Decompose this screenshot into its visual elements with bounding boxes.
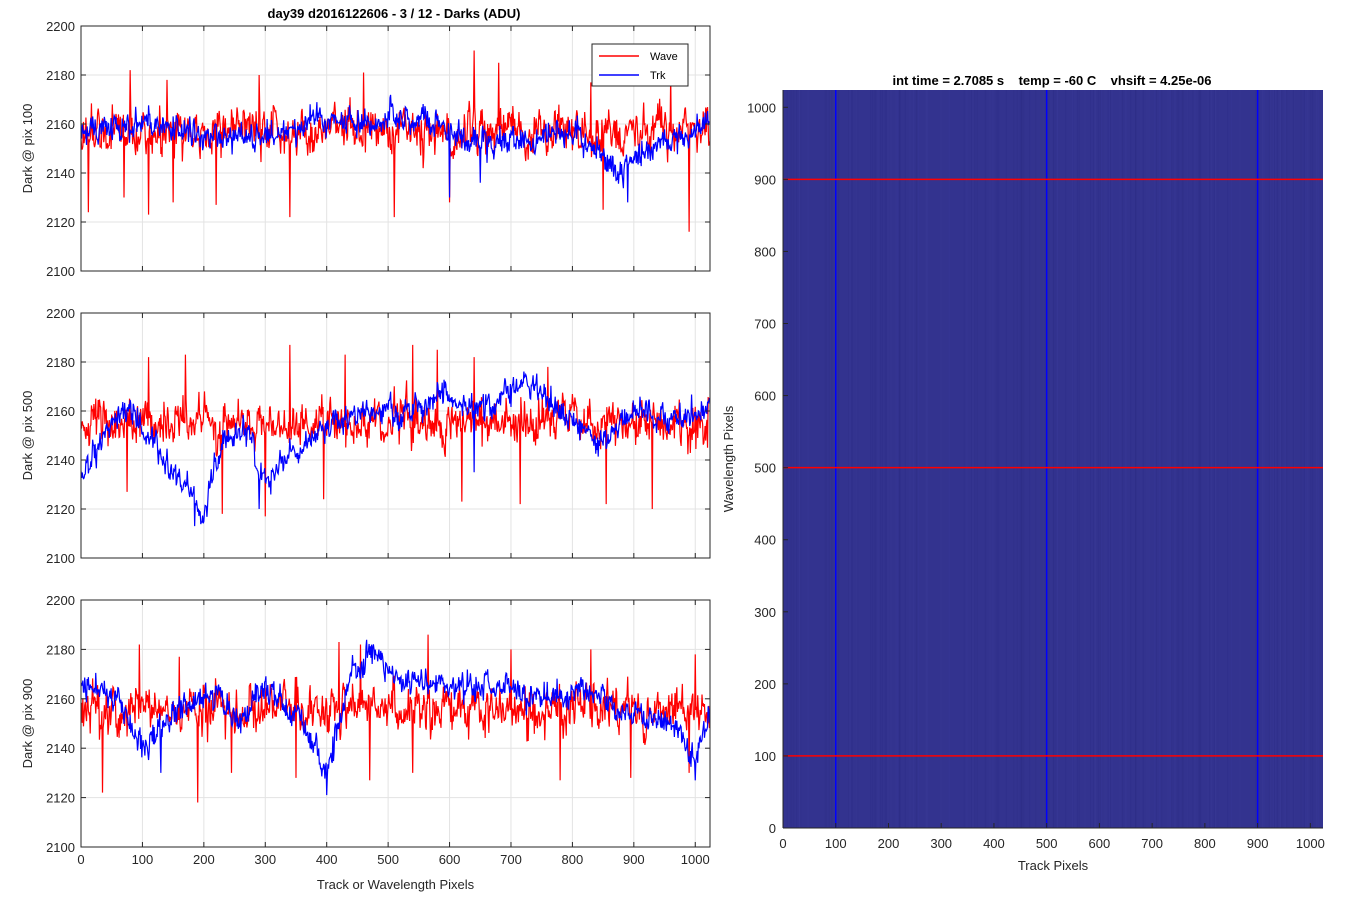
- x-tick-label: 200: [193, 852, 215, 867]
- x-axis-label: Track Pixels: [1018, 858, 1089, 873]
- plot-area: [81, 600, 710, 847]
- axes-frame: [80, 25, 711, 272]
- y-tick-label: 2140: [46, 166, 75, 181]
- y-tick-label: 2120: [46, 791, 75, 806]
- x-axis-label: Track or Wavelength Pixels: [317, 877, 475, 892]
- y-tick-label: 2160: [46, 404, 75, 419]
- series-line-trk: [81, 639, 710, 796]
- y-tick-label: 2160: [46, 117, 75, 132]
- y-tick-label: 2180: [46, 642, 75, 657]
- x-tick-label: 700: [1141, 836, 1163, 851]
- x-tick-label: 800: [562, 852, 584, 867]
- y-tick-label: 400: [754, 533, 776, 548]
- legend: Wave Trk: [591, 43, 689, 87]
- y-axis-label: Dark @ pix 100: [20, 104, 35, 194]
- y-tick-label: 2180: [46, 68, 75, 83]
- legend-box: [591, 43, 689, 87]
- x-tick-label: 900: [623, 852, 645, 867]
- y-tick-label: 900: [754, 172, 776, 187]
- y-tick-label: 2140: [46, 453, 75, 468]
- y-axis-label: Wavelength Pixels: [721, 405, 736, 512]
- y-tick-label: 100: [754, 749, 776, 764]
- y-tick-label: 2200: [46, 19, 75, 34]
- figure-title: day39 d2016122606 - 3 / 12 - Darks (ADU): [268, 6, 521, 21]
- x-tick-label: 300: [930, 836, 952, 851]
- y-tick-label: 0: [769, 821, 776, 836]
- y-tick-label: 2120: [46, 502, 75, 517]
- y-tick-label: 600: [754, 389, 776, 404]
- x-tick-label: 0: [77, 852, 84, 867]
- y-tick-label: 500: [754, 461, 776, 476]
- y-tick-label: 2100: [46, 264, 75, 279]
- x-tick-label: 300: [254, 852, 276, 867]
- dark-frame-image: [783, 90, 1323, 828]
- x-tick-label: 900: [1247, 836, 1269, 851]
- legend-label-wave: Wave: [650, 51, 678, 63]
- y-tick-label: 2160: [46, 692, 75, 707]
- x-tick-label: 600: [1089, 836, 1111, 851]
- y-tick-label: 2200: [46, 593, 75, 608]
- series-line-trk: [81, 371, 710, 527]
- y-tick-label: 1000: [747, 100, 776, 115]
- x-tick-label: 700: [500, 852, 522, 867]
- y-tick-label: 2180: [46, 355, 75, 370]
- series-line-trk: [81, 94, 710, 203]
- y-axis-label: Dark @ pix 500: [20, 391, 35, 481]
- x-tick-label: 500: [377, 852, 399, 867]
- axes-frame: [80, 312, 711, 559]
- dark-frame-image-plot: 0 100 200 300 400 500 600 700 800 900 1000 0 100 200 3…: [721, 90, 1325, 873]
- y-tick-label: 700: [754, 317, 776, 332]
- y-tick-label: 300: [754, 605, 776, 620]
- y-tick-label: 2200: [46, 306, 75, 321]
- y-tick-label: 200: [754, 677, 776, 692]
- x-tick-label: 1000: [681, 852, 710, 867]
- x-tick-label: 100: [825, 836, 847, 851]
- x-tick-label: 400: [316, 852, 338, 867]
- y-tick-label: 2120: [46, 215, 75, 230]
- y-tick-label: 2100: [46, 840, 75, 855]
- y-axis-label: Dark @ pix 900: [20, 679, 35, 769]
- x-tick-label: 100: [132, 852, 154, 867]
- line-plot-pix-100: 2100 2120 2140 2160 2180 2200 Dark @ pix 100 Wa…: [20, 19, 711, 279]
- legend-label-trk: Trk: [650, 70, 666, 82]
- x-tick-label: 0: [779, 836, 786, 851]
- x-tick-label: 600: [439, 852, 461, 867]
- series-line-wave: [81, 50, 710, 232]
- y-tick-label: 2140: [46, 741, 75, 756]
- axes-frame: [80, 599, 711, 848]
- x-tick-label: 800: [1194, 836, 1216, 851]
- line-plot-pix-500: 2100 2120 2140 2160 2180 2200 Dark @ pix 500: [20, 306, 711, 566]
- x-tick-label: 500: [1036, 836, 1058, 851]
- y-tick-label: 800: [754, 244, 776, 259]
- line-plot-pix-900: 0 100 200 300 400 500 600 700 800 900 1000 2100 2120…: [20, 593, 711, 892]
- x-tick-label: 400: [983, 836, 1005, 851]
- image-title: int time = 2.7085 s temp = -60 C vhsift …: [892, 73, 1211, 88]
- x-tick-label: 200: [878, 836, 900, 851]
- y-tick-label: 2100: [46, 551, 75, 566]
- x-tick-label: 1000: [1296, 836, 1325, 851]
